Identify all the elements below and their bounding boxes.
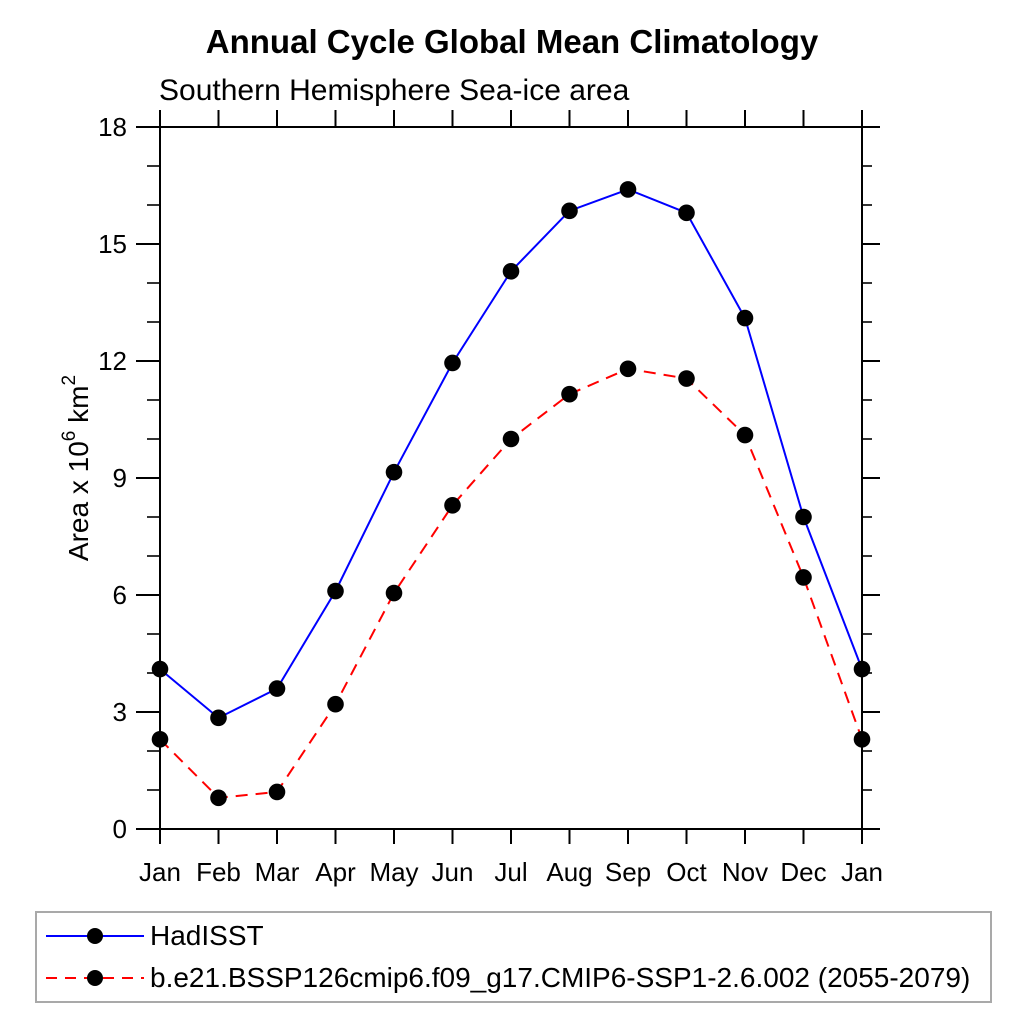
- data-point-0: [795, 508, 812, 526]
- data-point-1: [502, 430, 520, 448]
- x-axis-tick-label: Jun: [432, 857, 474, 887]
- chart-title: Annual Cycle Global Mean Climatology: [205, 23, 819, 60]
- data-point-1: [853, 731, 871, 748]
- data-point-1: [327, 695, 344, 713]
- x-axis-tick-label: Feb: [196, 857, 241, 887]
- data-point-0: [502, 263, 520, 280]
- x-axis-tick-label: Sep: [605, 857, 651, 887]
- data-point-0: [385, 463, 403, 481]
- data-point-1: [561, 385, 578, 403]
- data-point-1: [268, 783, 286, 801]
- x-axis-tick-label: Aug: [546, 857, 592, 887]
- x-axis-tick-label: Dec: [780, 857, 826, 887]
- legend: HadISST b.e21.BSSP126cmip6.f09_g17.CMIP6…: [35, 911, 992, 1003]
- y-axis-tick-label: 3: [113, 697, 127, 727]
- data-point-0: [853, 660, 871, 678]
- data-point-0: [619, 181, 637, 198]
- legend-marker-dot: [87, 970, 103, 986]
- data-point-0: [210, 709, 227, 727]
- x-axis-tick-label: Jan: [139, 857, 181, 887]
- y-axis-tick-label: 6: [113, 580, 127, 610]
- y-axis-tick-label: 0: [113, 814, 127, 844]
- data-point-1: [619, 360, 637, 378]
- data-point-0: [678, 204, 695, 222]
- x-axis-tick-label: Mar: [255, 857, 300, 887]
- y-axis-tick-label: 15: [98, 229, 127, 259]
- data-point-0: [151, 660, 169, 678]
- chart-subtitle: Southern Hemisphere Sea-ice area: [159, 74, 630, 107]
- data-point-0: [561, 202, 578, 220]
- legend-item-hadisst: HadISST: [42, 916, 990, 957]
- data-point-1: [736, 426, 754, 444]
- x-axis-tick-label: Oct: [666, 857, 707, 887]
- data-point-1: [795, 569, 812, 586]
- data-point-0: [268, 680, 286, 697]
- data-point-1: [151, 731, 169, 748]
- data-point-0: [444, 354, 461, 372]
- y-axis-tick-label: 9: [113, 463, 127, 493]
- data-point-1: [210, 789, 227, 807]
- data-point-0: [736, 309, 754, 327]
- y-axis-tick-label: 12: [98, 346, 127, 376]
- legend-item-cmip6: b.e21.BSSP126cmip6.f09_g17.CMIP6-SSP1-2.…: [42, 958, 990, 999]
- legend-label-hadisst: HadISST: [150, 920, 264, 951]
- x-axis-tick-label: Jan: [841, 857, 883, 887]
- plot-frame: [159, 126, 863, 830]
- legend-marker-dot: [87, 928, 103, 944]
- legend-dashed-line-sample: [46, 970, 144, 986]
- y-axis-tick-label: 18: [98, 112, 127, 142]
- data-point-0: [327, 582, 344, 600]
- x-axis-tick-label: Apr: [315, 857, 356, 887]
- legend-label-cmip6: b.e21.BSSP126cmip6.f09_g17.CMIP6-SSP1-2.…: [150, 962, 971, 993]
- data-point-1: [444, 497, 461, 514]
- legend-solid-line-sample: [46, 928, 144, 944]
- x-axis-tick-label: Jul: [494, 857, 527, 887]
- data-point-1: [385, 584, 403, 602]
- y-axis-title: Area x 106 km2: [59, 375, 94, 561]
- x-axis-tick-label: May: [369, 857, 418, 887]
- x-axis-tick-label: Nov: [722, 857, 768, 887]
- data-point-1: [678, 370, 695, 387]
